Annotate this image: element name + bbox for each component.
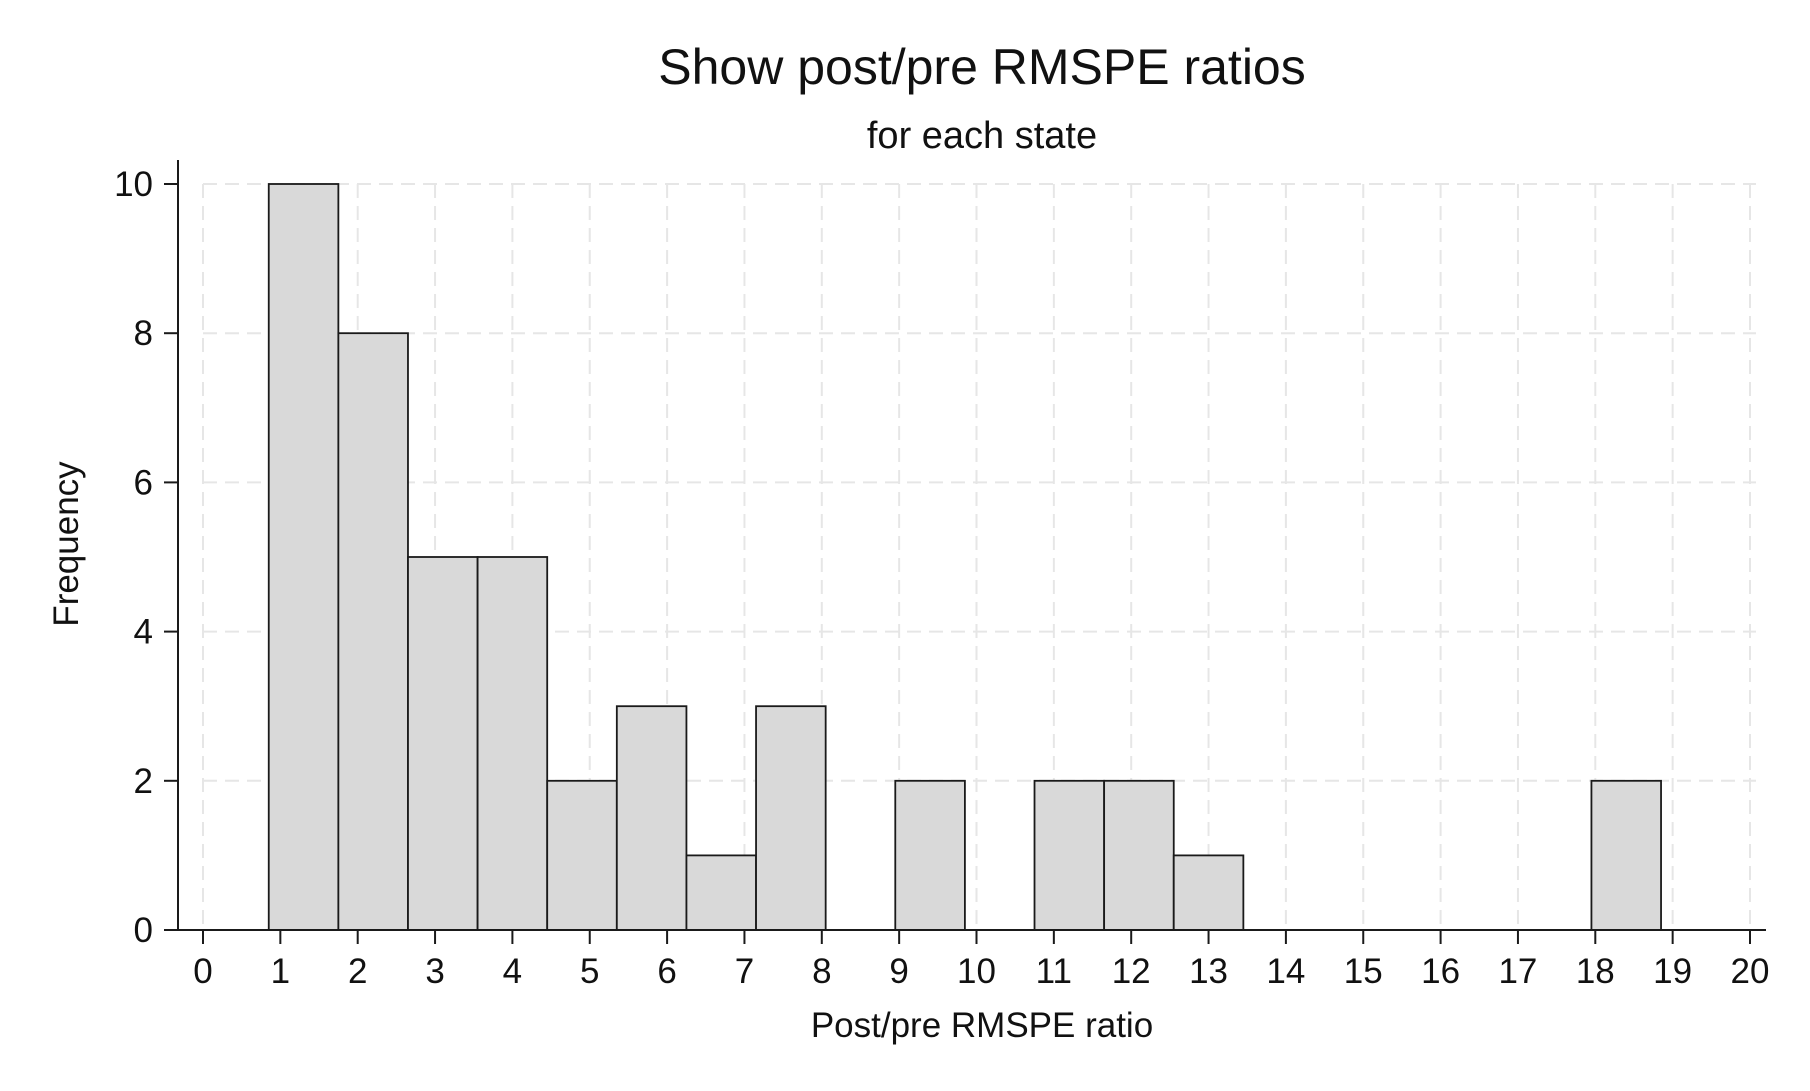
x-tick-label: 9: [889, 952, 908, 991]
y-tick-label: 8: [134, 314, 153, 353]
y-tick-label: 0: [134, 911, 153, 950]
histogram-bar: [685, 854, 757, 931]
x-tick-label: 16: [1421, 952, 1460, 991]
histogram-bar: [755, 705, 827, 931]
x-tick-label: 13: [1189, 952, 1228, 991]
y-tick-label: 2: [134, 762, 153, 801]
histogram-bars: [267, 183, 1662, 931]
histogram-bar: [894, 779, 966, 931]
x-tick-label: 20: [1731, 952, 1770, 991]
y-tick-label: 6: [134, 463, 153, 502]
x-tick-label: 6: [657, 952, 676, 991]
x-tick-label: 4: [503, 952, 522, 991]
y-axis-label: Frequency: [47, 461, 86, 627]
histogram-bar: [1172, 854, 1245, 931]
x-tick-label: 12: [1112, 952, 1151, 991]
x-tick-label: 11: [1036, 952, 1072, 991]
histogram-bar: [1590, 779, 1662, 931]
x-tick-label: 15: [1344, 952, 1383, 991]
axes: [177, 160, 1766, 931]
chart-title: Show post/pre RMSPE ratios: [658, 39, 1306, 95]
x-tick-label: 1: [271, 952, 290, 991]
x-tick-label: 2: [348, 952, 367, 991]
x-axis-label: Post/pre RMSPE ratio: [811, 1006, 1153, 1045]
x-tick-label: 18: [1576, 952, 1615, 991]
x-tick-label: 14: [1266, 952, 1305, 991]
x-tick-label: 19: [1653, 952, 1692, 991]
x-tick-label: 7: [735, 952, 754, 991]
histogram-bar: [1103, 779, 1175, 931]
chart-subtitle: for each state: [867, 115, 1097, 157]
histogram-bar: [407, 556, 479, 931]
x-tick-label: 5: [580, 952, 599, 991]
x-tick-label: 17: [1498, 952, 1537, 991]
x-tick-label: 3: [425, 952, 444, 991]
x-tick-label: 10: [957, 952, 996, 991]
x-tick-label: 8: [812, 952, 831, 991]
y-tick-label: 10: [114, 165, 153, 204]
histogram-bar: [476, 556, 549, 931]
histogram-bar: [337, 332, 409, 931]
histogram-bar: [546, 779, 618, 931]
histogram-bar: [1033, 779, 1106, 931]
histogram-bar: [615, 705, 688, 931]
x-tick-label: 0: [193, 952, 212, 991]
y-tick-label: 4: [134, 613, 153, 652]
histogram-bar: [267, 183, 340, 931]
